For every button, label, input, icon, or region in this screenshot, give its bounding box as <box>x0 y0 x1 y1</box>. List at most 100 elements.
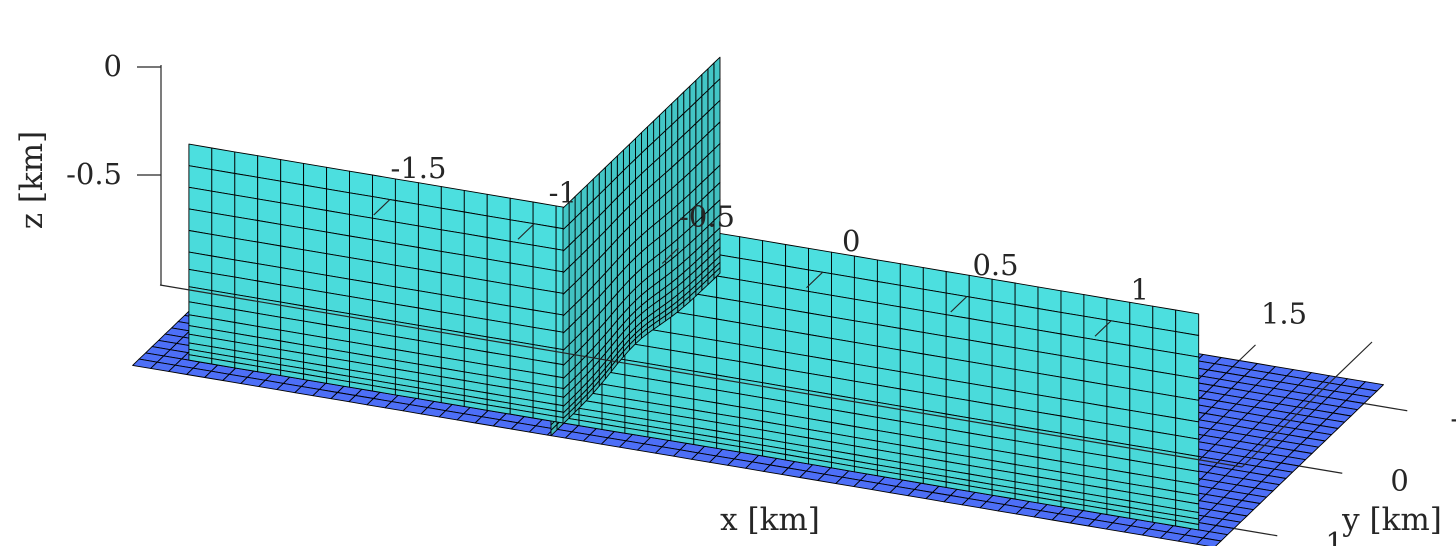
back-wall-cell <box>463 211 488 238</box>
back-wall-cell <box>188 230 213 257</box>
back-wall-cell <box>1106 298 1131 325</box>
back-wall-cell <box>899 263 924 290</box>
back-wall-cell <box>739 322 764 349</box>
y-tick-label: 0 <box>1390 464 1408 498</box>
back-wall-cell <box>280 202 305 229</box>
back-wall-cell <box>486 280 511 307</box>
back-wall-cell <box>1129 345 1154 372</box>
back-wall-cell <box>440 207 465 235</box>
back-wall-cell <box>532 223 557 250</box>
x-tick-mark <box>373 198 391 216</box>
y-ticks: -1 0 1 <box>1233 401 1456 546</box>
back-wall-cell <box>1014 325 1039 353</box>
back-wall-cell <box>234 173 259 200</box>
back-wall-cell <box>1060 355 1085 382</box>
back-wall-cell <box>303 227 328 255</box>
x-axis-line <box>159 284 1243 468</box>
y-tick-label: 1 <box>1325 526 1343 546</box>
back-wall-cell <box>280 223 305 251</box>
x-tick-mark <box>1238 344 1256 361</box>
back-wall-cell <box>234 151 259 178</box>
back-wall-cell <box>440 186 465 213</box>
back-wall-cell <box>234 194 259 221</box>
back-wall-cell <box>394 200 419 227</box>
back-wall-cell <box>440 229 465 256</box>
back-wall-cell <box>211 169 236 196</box>
back-wall-cell <box>968 318 993 345</box>
back-wall-cell <box>1129 388 1154 415</box>
back-wall-cell <box>486 215 511 242</box>
x-ticks: -1.5 -1 -0.5 0 0.5 1 1.5 <box>373 151 1307 361</box>
back-wall-cell <box>211 190 236 218</box>
back-wall-cell <box>1175 374 1200 401</box>
back-wall-cell <box>417 182 442 209</box>
x-axis: -1.5 -1 -0.5 0 0.5 1 1.5 x [km] <box>159 151 1307 538</box>
back-wall-cell <box>1175 352 1200 380</box>
back-wall-cell <box>211 147 236 174</box>
back-wall-cell <box>670 310 695 338</box>
back-wall-cell <box>1129 323 1154 350</box>
back-wall-cell <box>1037 329 1062 357</box>
back-wall-cell <box>785 287 809 314</box>
back-wall-cell <box>1037 286 1062 313</box>
back-wall-cell <box>326 188 350 215</box>
back-wall-cell <box>394 243 419 270</box>
x-tick-mark <box>950 295 968 313</box>
x-tick-mark <box>517 223 535 240</box>
back-wall-cell <box>1152 327 1177 354</box>
back-wall-cell <box>440 250 465 278</box>
back-wall-cell <box>1083 294 1108 321</box>
back-wall-cell <box>785 308 809 335</box>
back-wall-cell <box>1106 362 1131 390</box>
cross-wall-cell <box>562 412 570 425</box>
back-wall-cell <box>188 143 213 171</box>
back-wall-cell <box>417 247 442 274</box>
back-wall-cell <box>326 231 350 259</box>
back-wall-cell <box>808 312 832 339</box>
back-wall-cell <box>899 284 924 312</box>
back-wall-cell <box>762 240 787 267</box>
x-tick-label: -1 <box>549 175 577 209</box>
back-wall-cell <box>945 314 970 341</box>
back-wall-cell <box>831 273 855 300</box>
back-wall-cell <box>509 262 534 289</box>
back-wall-cell <box>1014 304 1039 331</box>
back-wall-cell <box>1014 282 1039 309</box>
back-wall-cell <box>1175 395 1200 423</box>
back-wall-cell <box>211 233 236 261</box>
back-wall-cell <box>463 254 488 282</box>
z-axis-title: z [km] <box>14 131 50 230</box>
back-wall-cell <box>1060 333 1085 360</box>
back-wall-cell <box>899 306 924 333</box>
back-wall-cell <box>1060 290 1085 317</box>
back-wall-cell <box>326 253 350 280</box>
back-wall-cell <box>899 349 924 377</box>
back-wall-cell <box>739 300 764 328</box>
back-wall-cell <box>762 326 787 353</box>
back-wall-cell <box>372 260 396 288</box>
back-wall-cell <box>509 219 534 246</box>
back-wall-cell <box>303 184 328 211</box>
back-wall-cell <box>762 261 787 288</box>
back-wall-cell <box>853 255 878 282</box>
back-wall-cell <box>1175 520 1200 531</box>
back-wall-cell <box>257 155 282 182</box>
x-tick-label: -0.5 <box>679 200 735 234</box>
back-wall-cell <box>991 278 1016 306</box>
back-wall-cell <box>1060 311 1085 339</box>
back-wall-cell <box>808 247 832 275</box>
y-tick-mark <box>1233 527 1278 537</box>
back-wall-cell <box>234 237 259 265</box>
back-wall-cell <box>349 257 373 284</box>
back-wall-cell <box>945 357 970 384</box>
back-wall-cell <box>991 300 1016 327</box>
back-wall-cell <box>1037 308 1062 335</box>
back-wall-cell <box>303 206 328 233</box>
back-wall-cell <box>509 197 534 225</box>
back-wall-cell <box>280 180 305 208</box>
back-wall-cell <box>1152 348 1177 376</box>
back-wall-cell <box>280 159 305 186</box>
back-wall-cell <box>716 275 741 302</box>
x-tick-label: -1.5 <box>391 151 447 185</box>
back-wall-cell <box>808 334 832 361</box>
